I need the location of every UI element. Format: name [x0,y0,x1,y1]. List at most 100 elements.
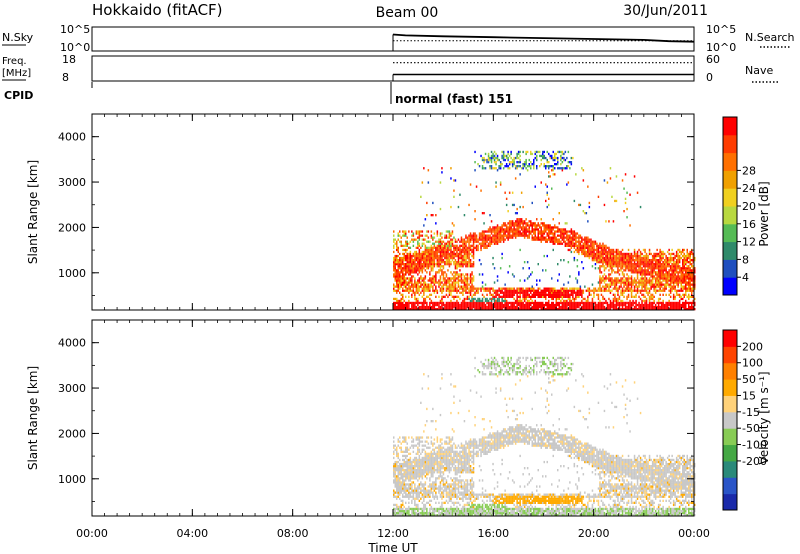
power-cell [457,246,460,249]
power-cell [405,267,407,270]
power-cell [448,236,451,239]
power-cell [418,242,421,245]
power-cell [531,222,533,225]
power-cell [418,287,421,290]
power-cell [513,287,515,290]
power-cell [597,256,600,260]
power-cell [456,244,458,247]
power-cell [657,279,660,282]
power-cell [528,267,530,270]
power-cell [418,281,421,284]
power-cell [427,259,430,262]
power-cell [636,269,639,272]
power-cell [642,265,645,268]
power-cell [584,246,586,249]
power-cell [596,244,598,247]
power-cell [408,252,410,256]
power-cell [644,271,646,274]
power-cell [650,271,652,274]
power-cell [439,250,442,254]
power-cell [617,250,619,254]
power-cell [403,259,405,262]
power-cell [508,287,511,290]
power-cell [411,267,413,270]
power-cell [457,205,460,209]
power-cell [502,295,505,298]
power-cell [502,156,505,160]
power-cell [660,283,663,286]
power-cell [394,275,396,278]
power-cell [638,248,640,252]
power-cell [660,252,663,256]
power-cell [609,289,612,292]
power-cell [638,261,640,264]
power-cell [447,295,449,298]
power-cell [400,236,402,239]
velocity-cell [402,483,404,486]
power-cell [579,248,582,252]
power-cell [441,252,443,256]
power-cell [463,283,466,286]
power-cell [445,256,448,260]
power-cell [564,299,567,303]
power-cell [605,254,607,258]
power-cell [465,291,467,294]
power-cell [675,289,678,292]
power-cell [678,279,681,282]
power-cell [685,267,687,270]
velocity-cell [403,458,405,462]
power-cell [606,283,609,286]
power-cell [445,279,448,282]
power-cell [453,301,455,305]
power-cell [536,158,538,162]
velocity-cell [393,475,395,478]
power-cell [403,285,405,288]
power-cell [451,240,454,243]
velocity-cell [397,469,399,472]
power-cell [496,234,499,237]
power-cell [647,265,649,268]
power-cell [656,301,658,305]
power-cell [551,226,553,229]
power-cell [439,232,442,235]
power-cell [393,244,395,247]
power-cell [564,150,567,154]
power-cell [483,246,485,249]
power-cell [567,303,570,307]
power-cell [414,285,416,288]
power-cell [554,295,556,298]
power-cell [624,261,627,264]
power-cell [611,269,613,272]
power-cell [551,187,553,190]
power-cell [450,167,452,170]
velocity-cell [393,471,395,474]
power-cell [394,238,396,241]
power-cell [459,287,461,290]
power-cell [617,293,619,296]
power-cell [585,299,588,303]
power-cell [552,234,554,237]
power-cell [561,161,564,164]
power-cell [675,265,678,268]
power-cell [669,267,672,270]
power-cell [499,301,502,305]
power-cell [614,261,616,264]
power-cell [423,238,425,241]
power-cell [675,303,678,307]
velocity-cell [397,475,399,478]
power-cell [432,267,434,270]
power-cell [623,273,625,276]
power-cell [397,248,399,252]
power-cell [555,299,557,303]
power-cell [462,261,464,264]
power-cell [531,226,533,229]
power-cell [569,161,571,164]
power-cell [588,289,591,292]
power-cell [620,259,622,262]
power-cell [456,240,458,243]
power-cell [471,301,473,305]
power-cell [396,246,398,249]
power-cell [609,167,612,170]
power-cell [450,234,452,237]
